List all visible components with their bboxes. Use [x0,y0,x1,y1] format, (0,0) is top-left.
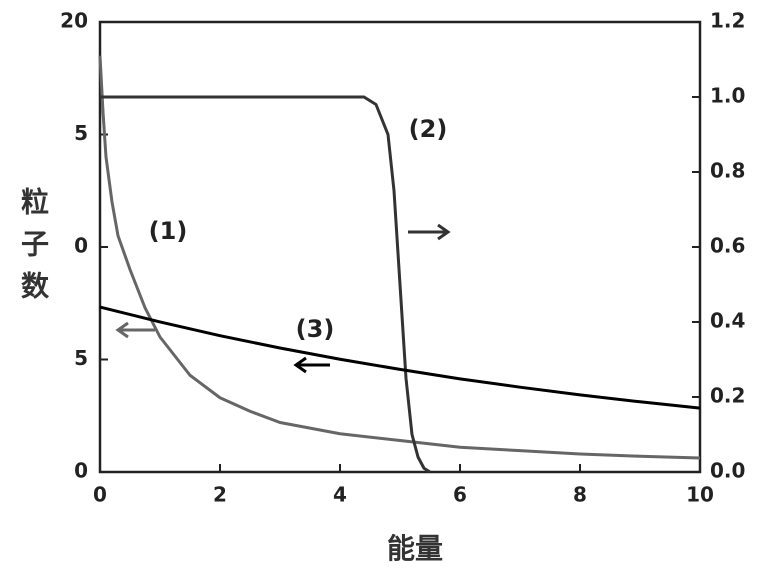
plot-frame [98,20,702,474]
y2-tick-label: 0.2 [710,384,745,408]
x-tick-label: 10 [686,483,714,507]
y-tick-label: 0 [74,234,88,258]
arrows [115,223,451,374]
y2-tick-label: 0.6 [710,234,745,258]
y-tick-label: 0 [74,459,88,483]
arrow-left [115,321,155,339]
x-tick-label: 0 [93,483,107,507]
y2-tick-label: 1.2 [710,9,745,33]
x-tick-label: 4 [333,483,347,507]
series-line [98,55,701,460]
arrow-right [408,223,451,241]
arrow-left [293,356,330,374]
y-tick-label: 5 [74,121,88,145]
series-label: (3) [296,315,335,343]
series-label: (2) [409,115,448,143]
y-tick-label: 20 [60,9,88,33]
series-line [100,95,431,474]
series-label: (1) [149,217,188,245]
y-axis-title: 粒子数 [17,187,50,313]
y2-tick-label: 0.8 [710,159,745,183]
x-tick-label: 6 [453,483,467,507]
y2-tick-label: 1.0 [710,84,745,108]
x-tick-label: 2 [213,483,227,507]
x-axis-title: 能量 [387,532,443,565]
y2-tick-label: 0.4 [710,309,745,333]
x-tick-label: 8 [573,483,587,507]
series-line [99,305,701,410]
y2-tick-label: 0.0 [710,459,745,483]
y-tick-label: 5 [74,346,88,370]
